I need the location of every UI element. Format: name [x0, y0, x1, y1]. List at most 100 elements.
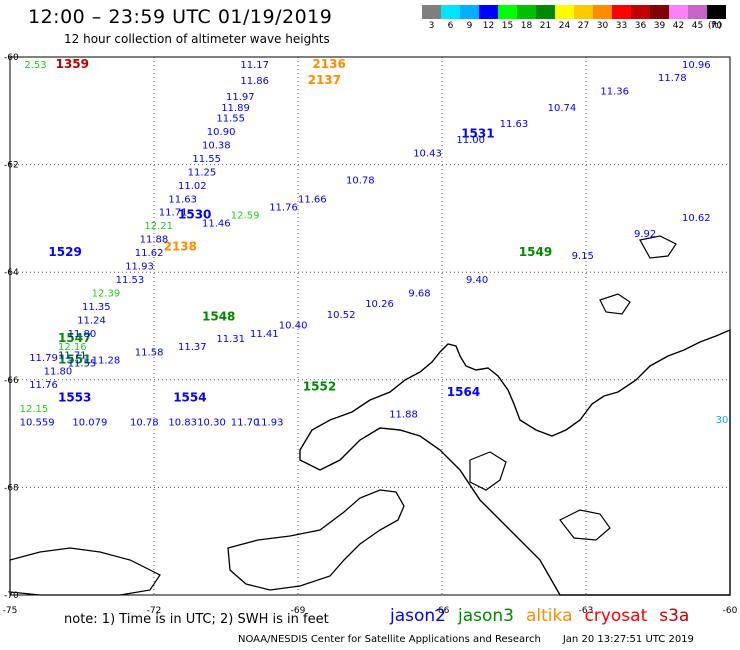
pass-id-label: 1552 [303, 380, 336, 394]
wave-height-label: 10.78 [346, 175, 375, 186]
pass-id-label: 2136 [312, 57, 345, 71]
color-label: 3 [428, 21, 435, 31]
wave-height-label: 10.78 [130, 418, 159, 429]
wave-height-label: 11.00 [456, 135, 485, 146]
wave-height-label: 10.74 [548, 103, 577, 114]
map-title: 12:00 – 23:59 UTC 01/19/2019 [28, 6, 333, 28]
pass-id-label: 1359 [56, 57, 89, 71]
pass-id-label: 1530 [178, 207, 211, 221]
wave-height-label: 10.43 [413, 149, 442, 160]
color-swatch [669, 5, 688, 19]
pass-id-label: 1547 [58, 331, 91, 345]
wave-height-label: 11.62 [135, 248, 164, 259]
color-swatch [688, 5, 707, 19]
longitude-label: -63 [579, 606, 594, 616]
wave-height-label: 12.16 [58, 342, 87, 353]
color-label: 9 [466, 21, 473, 31]
island-coastline [469, 451, 507, 491]
wave-height-label: 11.76 [269, 202, 298, 213]
color-label: 30 [596, 21, 609, 31]
wave-height-label: 11.58 [135, 348, 164, 359]
color-swatch [707, 5, 726, 19]
color-label: 36 [634, 21, 647, 31]
wave-height-label: 9.92 [634, 229, 656, 240]
color-swatch [498, 5, 517, 19]
latitude-label: -60 [4, 53, 19, 63]
legend-item-cryosat: cryosat [584, 606, 648, 626]
wave-height-label: 11.36 [600, 87, 629, 98]
credit-text: NOAA/NESDIS Center for Satellite Applica… [238, 634, 541, 645]
color-label: 15 [501, 21, 514, 31]
credit-line: NOAA/NESDIS Center for Satellite Applica… [238, 634, 694, 645]
wave-height-label: 10.26 [365, 299, 394, 310]
color-swatch [536, 5, 555, 19]
legend-item-s3a: s3a [659, 606, 690, 626]
wave-height-label: 11.63 [168, 194, 197, 205]
wave-height-label: 10.079 [72, 418, 107, 429]
color-label: 42 [672, 21, 685, 31]
wave-height-label: 11.97 [226, 92, 255, 103]
wave-height-label: 11.86 [240, 76, 269, 87]
wave-height-label: 11.93 [255, 418, 284, 429]
wave-height-label: 11.79 [29, 353, 58, 364]
wave-height-label: 11.35 [82, 302, 111, 313]
wave-height-label: 11.71 [159, 208, 188, 219]
latitude-label: -66 [4, 376, 19, 386]
map-subtitle: 12 hour collection of altimeter wave hei… [64, 32, 330, 46]
wave-height-label: 11.78 [658, 73, 687, 84]
wave-height-label: 10.30 [197, 418, 226, 429]
footer-note: note: 1) Time is in UTC; 2) SWH is in fe… [64, 612, 329, 627]
wave-height-label: 11.63 [500, 119, 529, 130]
wave-height-label: 12.15 [20, 404, 49, 415]
peninsula-coastline [299, 328, 731, 596]
longitude-label: -69 [291, 606, 306, 616]
color-label: 45 [691, 21, 704, 31]
pass-id-label: 1554 [173, 390, 206, 404]
wave-height-label: 11.02 [178, 181, 207, 192]
color-scale-labels: 3 6 9 12 15 18 21 24 27 30 33 36 39 42 45 70 [422, 21, 726, 31]
wave-height-label: 10.96 [682, 60, 711, 71]
wave-height-label: 11.25 [188, 167, 217, 178]
map-frame [9, 56, 731, 596]
wave-height-label: 11.80 [44, 366, 73, 377]
color-swatch [574, 5, 593, 19]
color-swatch [612, 5, 631, 19]
longitude-label: -66 [435, 606, 450, 616]
wave-height-label: 11.55 [216, 114, 245, 125]
wave-height-label: 11.70 [231, 418, 260, 429]
satellite-legend: jason2 jason3 altika cryosat s3a [390, 606, 701, 626]
wave-height-label: 10.559 [20, 418, 55, 429]
color-label: 27 [577, 21, 590, 31]
pass-id-label: 1564 [447, 385, 480, 399]
wave-height-label: 11.46 [202, 218, 231, 229]
pass-id-label: 1553 [58, 390, 91, 404]
color-label: 6 [447, 21, 454, 31]
wave-height-label: 10.38 [202, 140, 231, 151]
pass-id-label: 2138 [164, 240, 197, 254]
pass-id-label: 1548 [202, 310, 235, 324]
wave-height-label: 11.24 [77, 315, 106, 326]
color-label: 18 [520, 21, 533, 31]
color-swatch [517, 5, 536, 19]
wave-height-label: 12.59 [231, 210, 260, 221]
latitude-label: -70 [4, 591, 19, 601]
wave-height-label: 11.80 [68, 329, 97, 340]
pass-id-label: 1529 [48, 245, 81, 259]
latitude-label: -64 [4, 268, 19, 278]
legend-item-jason3: jason3 [458, 606, 514, 626]
color-swatch [631, 5, 650, 19]
wave-height-label: 11.55 [192, 154, 221, 165]
longitude-label: -60 [723, 606, 738, 616]
southwest-coastline [9, 547, 161, 596]
island-coastline [559, 509, 611, 541]
pass-id-label: 2137 [308, 73, 341, 87]
color-swatch [479, 5, 498, 19]
wave-height-label: 11.88 [140, 235, 169, 246]
color-swatch [422, 5, 441, 19]
wave-height-label: 10.40 [279, 321, 308, 332]
wave-height-label: 11.17 [240, 60, 269, 71]
color-label: 70 [710, 21, 723, 31]
color-scale-unit: (ft) [708, 21, 722, 31]
wave-height-label: 11.31 [216, 334, 245, 345]
wave-height-label: 9.40 [466, 275, 488, 286]
